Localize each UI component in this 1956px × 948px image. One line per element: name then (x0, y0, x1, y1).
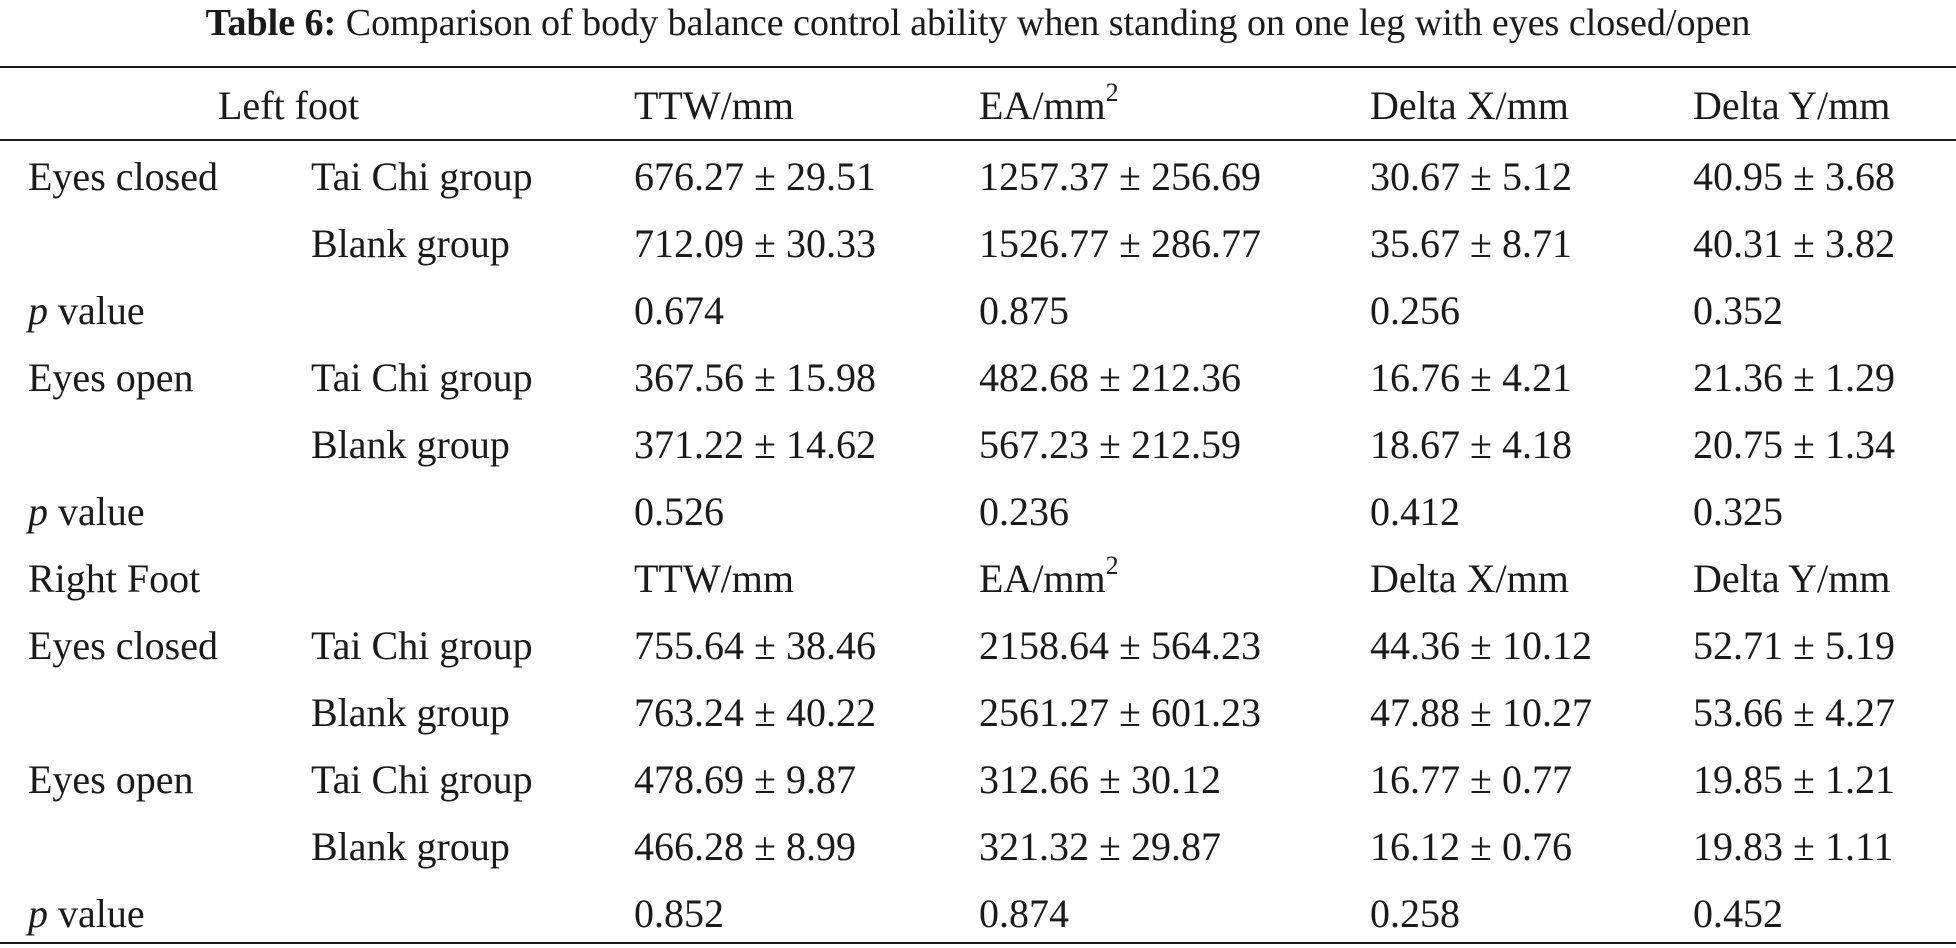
header-ea-sup: 2 (1105, 78, 1119, 107)
ttw-cell: 367.56 ± 15.98 (634, 355, 876, 400)
delta-x-cell: 35.67 ± 8.71 (1370, 221, 1572, 266)
ea-cell: 321.32 ± 29.87 (979, 824, 1221, 869)
p-value-label: p value (28, 880, 145, 947)
delta-x-cell: 16.76 ± 4.21 (1370, 355, 1572, 400)
table-caption: Table 6: Comparison of body balance cont… (0, 0, 1956, 56)
condition-cell: Eyes open (28, 757, 194, 802)
p-symbol: p (28, 288, 48, 333)
ea-text: EA/mm (979, 556, 1106, 601)
delta-x-cell: 0.412 (1370, 489, 1460, 534)
ea-cell: 1257.37 ± 256.69 (979, 154, 1261, 199)
p-value-label: p value (28, 277, 145, 344)
delta-y-cell: Delta Y/mm (1693, 556, 1891, 601)
delta-y-cell: 0.325 (1693, 489, 1783, 534)
subheader-row: Right Foot TTW/mm EA/mm2 Delta X/mm Delta Y/… (0, 545, 1956, 612)
delta-y-cell: 19.83 ± 1.11 (1693, 824, 1894, 869)
delta-y-cell: 21.36 ± 1.29 (1693, 355, 1895, 400)
delta-x-cell: 18.67 ± 4.18 (1370, 422, 1572, 467)
ttw-cell: 466.28 ± 8.99 (634, 824, 856, 869)
ea-cell: 2561.27 ± 601.23 (979, 690, 1261, 735)
condition-cell: Eyes open (28, 355, 194, 400)
p-word: value (48, 489, 145, 534)
ttw-cell: 712.09 ± 30.33 (634, 221, 876, 266)
table-row: Blank group 371.22 ± 14.62 567.23 ± 212.59… (0, 411, 1956, 478)
header-row: Left foot TTW/mm EA/mm2 Delta X/mm Delta… (0, 72, 1956, 139)
p-value-row: p value 0.852 0.874 0.258 0.452 (0, 880, 1956, 947)
top-rule (0, 66, 1956, 68)
p-value-row: p value 0.526 0.236 0.412 0.325 (0, 478, 1956, 545)
group-cell: Blank group (311, 221, 510, 266)
p-symbol: p (28, 489, 48, 534)
table-row: Blank group 763.24 ± 40.22 2561.27 ± 601.2… (0, 679, 1956, 746)
ttw-cell: 0.852 (634, 891, 724, 936)
ea-sup: 2 (1105, 551, 1119, 580)
group-cell: Blank group (311, 690, 510, 735)
header-ea: EA/mm2 (979, 72, 1119, 139)
table-row: Blank group 466.28 ± 8.99 321.32 ± 29.87 16… (0, 813, 1956, 880)
p-value-label: p value (28, 478, 145, 545)
table-row: Eyes open Tai Chi group 478.69 ± 9.87 312.6… (0, 746, 1956, 813)
delta-x-cell: 44.36 ± 10.12 (1370, 623, 1592, 668)
header-ttw: TTW/mm (634, 83, 794, 128)
delta-y-cell: 0.352 (1693, 288, 1783, 333)
section-label: Right Foot (28, 556, 201, 601)
ttw-cell: 755.64 ± 38.46 (634, 623, 876, 668)
ea-cell: 0.874 (979, 891, 1069, 936)
group-cell: Blank group (311, 824, 510, 869)
ea-cell: 0.875 (979, 288, 1069, 333)
table-title: Comparison of body balance control abili… (345, 2, 1751, 44)
delta-y-cell: 20.75 ± 1.34 (1693, 422, 1895, 467)
p-value-row: p value 0.674 0.875 0.256 0.352 (0, 277, 1956, 344)
table-row: Eyes open Tai Chi group 367.56 ± 15.98 482.… (0, 344, 1956, 411)
delta-y-cell: 19.85 ± 1.21 (1693, 757, 1895, 802)
group-cell: Tai Chi group (311, 355, 533, 400)
group-cell: Tai Chi group (311, 154, 533, 199)
ea-cell: 567.23 ± 212.59 (979, 422, 1241, 467)
ea-cell: 0.236 (979, 489, 1069, 534)
delta-y-cell: 0.452 (1693, 891, 1783, 936)
header-delta-y: Delta Y/mm (1693, 83, 1891, 128)
header-rule (0, 139, 1956, 141)
ea-cell: 482.68 ± 212.36 (979, 355, 1241, 400)
delta-y-cell: 40.31 ± 3.82 (1693, 221, 1895, 266)
delta-x-cell: 16.77 ± 0.77 (1370, 757, 1572, 802)
bottom-rule (0, 942, 1956, 944)
ea-cell: 312.66 ± 30.12 (979, 757, 1221, 802)
table-row: Eyes closed Tai Chi group 676.27 ± 29.51 12… (0, 143, 1956, 210)
ttw-cell: 478.69 ± 9.87 (634, 757, 856, 802)
group-cell: Tai Chi group (311, 623, 533, 668)
delta-x-cell: 30.67 ± 5.12 (1370, 154, 1572, 199)
p-word: value (48, 288, 145, 333)
ea-cell: EA/mm2 (979, 545, 1119, 612)
ttw-cell: 763.24 ± 40.22 (634, 690, 876, 735)
table-row: Eyes closed Tai Chi group 755.64 ± 38.46 21… (0, 612, 1956, 679)
delta-x-cell: 16.12 ± 0.76 (1370, 824, 1572, 869)
ea-cell: 1526.77 ± 286.77 (979, 221, 1261, 266)
condition-cell: Eyes closed (28, 154, 218, 199)
ea-cell: 2158.64 ± 564.23 (979, 623, 1261, 668)
table-label: Table 6: (205, 2, 337, 44)
delta-x-cell: 47.88 ± 10.27 (1370, 690, 1592, 735)
delta-x-cell: 0.258 (1370, 891, 1460, 936)
delta-y-cell: 40.95 ± 3.68 (1693, 154, 1895, 199)
ttw-cell: 0.526 (634, 489, 724, 534)
delta-x-cell: 0.256 (1370, 288, 1460, 333)
table-row: Blank group 712.09 ± 30.33 1526.77 ± 286.7… (0, 210, 1956, 277)
ttw-cell: 676.27 ± 29.51 (634, 154, 876, 199)
p-word: value (48, 891, 145, 936)
group-cell: Blank group (311, 422, 510, 467)
header-left-foot: Left foot (218, 83, 360, 128)
ttw-cell: TTW/mm (634, 556, 794, 601)
ttw-cell: 0.674 (634, 288, 724, 333)
ttw-cell: 371.22 ± 14.62 (634, 422, 876, 467)
delta-y-cell: 53.66 ± 4.27 (1693, 690, 1895, 735)
header-ea-text: EA/mm (979, 83, 1106, 128)
p-symbol: p (28, 891, 48, 936)
delta-y-cell: 52.71 ± 5.19 (1693, 623, 1895, 668)
condition-cell: Eyes closed (28, 623, 218, 668)
header-delta-x: Delta X/mm (1370, 83, 1569, 128)
group-cell: Tai Chi group (311, 757, 533, 802)
delta-x-cell: Delta X/mm (1370, 556, 1569, 601)
